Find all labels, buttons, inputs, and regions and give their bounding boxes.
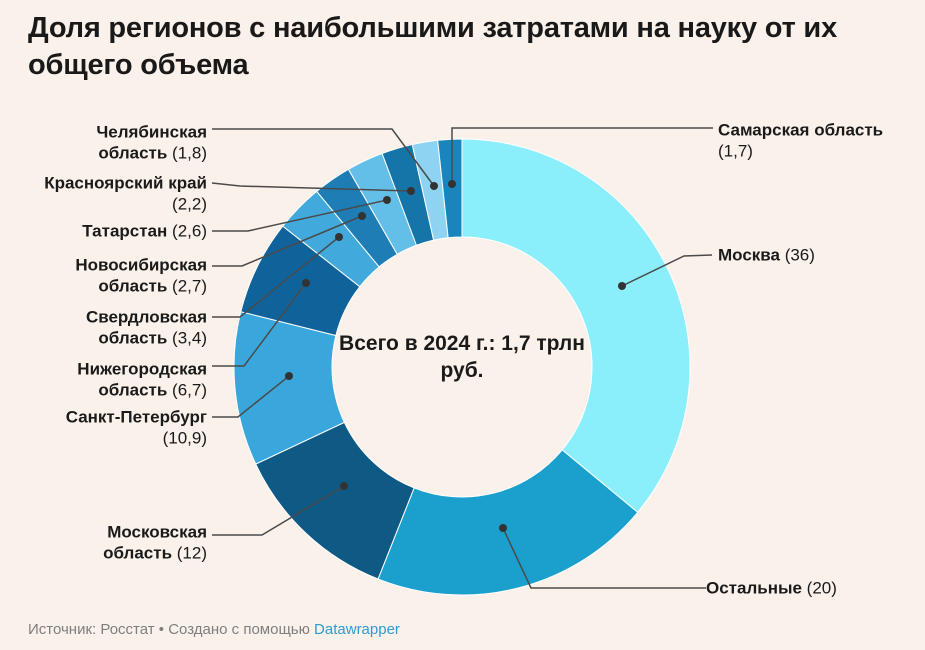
slice-label-name: Татарстан — [82, 221, 168, 241]
slice-label-moskva: Москва (36) — [718, 244, 815, 265]
source-line: Источник: Росстат • Создано с помощью Da… — [28, 621, 400, 638]
slice-label-name: Московская область — [103, 522, 207, 563]
slice-label-name: Нижегородская область — [77, 359, 207, 400]
source-text: Источник: Росстат • Создано с помощью — [28, 621, 315, 638]
leader-dot-spb — [285, 372, 293, 380]
slice-label-value: (1,7) — [718, 142, 753, 161]
leader-tat — [212, 199, 388, 232]
leader-dot-tat — [383, 196, 391, 204]
leader-dot-chel — [430, 182, 438, 190]
slice-label-chel: Челябинская область (1,8) — [52, 122, 207, 165]
chart-title: Доля регионов с наибольшими затратами на… — [28, 12, 837, 82]
leader-dot-sver — [335, 233, 343, 241]
leader-dot-mosk_obl — [340, 482, 348, 490]
leader-nizh — [212, 282, 307, 367]
leader-sver — [212, 236, 340, 318]
leader-kras — [211, 182, 412, 192]
leader-ostalnye — [502, 527, 706, 589]
leader-chel — [212, 128, 435, 187]
leader-spb — [212, 375, 290, 418]
slice-label-value: (3,4) — [167, 329, 207, 348]
leader-dot-samar — [448, 180, 456, 188]
leader-dot-moskva — [618, 282, 626, 290]
leader-moskva — [621, 254, 713, 287]
slice-label-sver: Свердловская область (3,4) — [57, 307, 207, 350]
slice-label-value: (20) — [801, 578, 837, 598]
slice-label-samar: Самарская область (1,7) — [718, 120, 908, 163]
slice-label-name: Самарская область — [718, 120, 884, 140]
leader-novo — [212, 215, 363, 267]
leader-dot-kras — [407, 187, 415, 195]
slice-ostalnye — [377, 449, 639, 596]
slice-label-mosk_obl: Московская область (12) — [72, 522, 207, 565]
slice-label-tat: Татарстан (2,6) — [82, 220, 207, 241]
slice-label-value: (6,7) — [167, 381, 207, 400]
slice-label-name: Свердловская область — [85, 307, 207, 348]
slice-label-value: (2,6) — [167, 221, 207, 241]
leader-dot-novo — [358, 212, 366, 220]
slice-label-kras: Красноярский край (2,2) — [27, 173, 207, 216]
leader-samar — [451, 127, 713, 184]
slice-moskva — [461, 138, 691, 514]
slice-label-value: (2,7) — [167, 277, 207, 296]
slice-label-value: (36) — [779, 245, 815, 265]
slice-label-name: Красноярский край — [44, 173, 207, 193]
leader-dot-ostalnye — [499, 524, 507, 532]
slice-label-name: Челябинская область — [96, 122, 207, 163]
slice-label-name: Москва — [718, 245, 780, 265]
slice-label-name: Новосибирская область — [75, 255, 207, 296]
slice-label-value: (10,9) — [162, 429, 207, 448]
slice-label-novo: Новосибирская область (2,7) — [47, 255, 207, 298]
datawrapper-link[interactable]: Datawrapper — [314, 621, 400, 638]
slice-label-nizh: Нижегородская область (6,7) — [42, 359, 207, 402]
slice-label-ostalnye: Остальные (20) — [706, 577, 837, 598]
leader-dot-nizh — [302, 279, 310, 287]
slice-label-value: (1,8) — [167, 144, 207, 163]
slice-samar — [437, 138, 463, 239]
slice-label-name: Остальные — [706, 578, 802, 598]
slice-label-value: (12) — [172, 544, 207, 563]
leader-mosk_obl — [212, 485, 345, 536]
slice-label-name: Санкт-Петербург — [65, 407, 207, 427]
slice-label-value: (2,2) — [172, 195, 207, 214]
slice-label-spb: Санкт-Петербург (10,9) — [37, 407, 207, 450]
donut-center-label: Всего в 2024 г.: 1,7 трлн руб. — [339, 332, 585, 383]
